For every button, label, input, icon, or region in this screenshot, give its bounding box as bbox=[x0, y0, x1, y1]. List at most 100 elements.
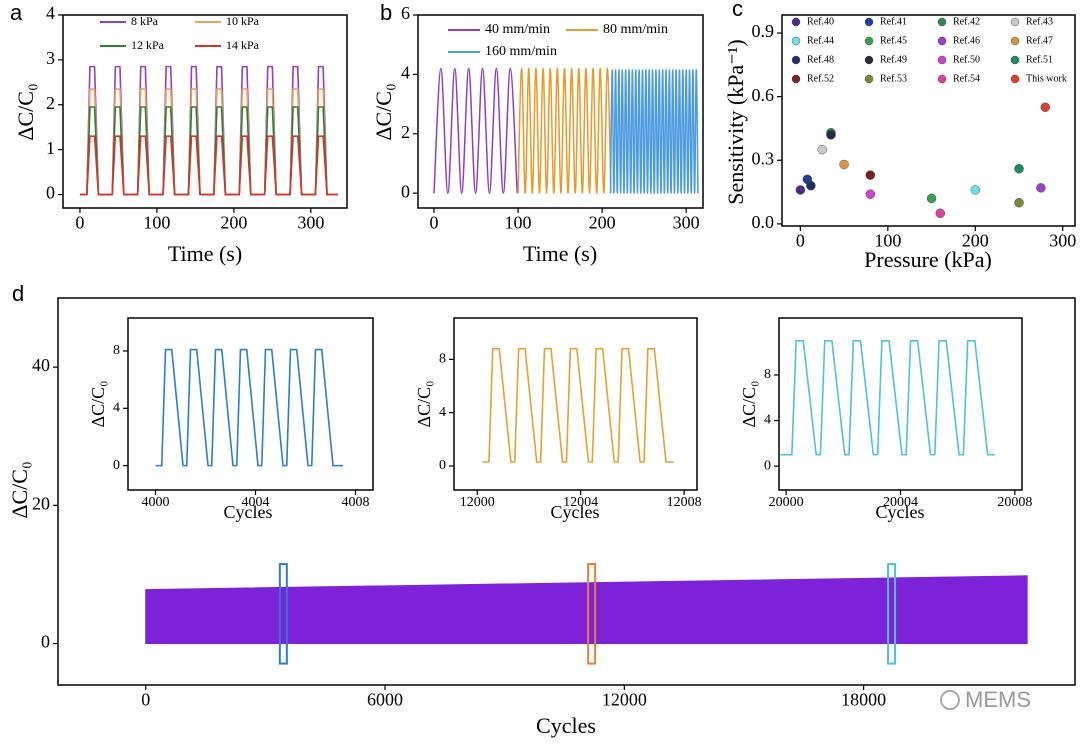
series-line bbox=[482, 347, 674, 463]
series-line bbox=[609, 69, 699, 194]
y-tick-label: 4 bbox=[401, 63, 410, 83]
y-axis-label: ΔC/C₀ bbox=[414, 381, 434, 428]
legend-swatch bbox=[864, 55, 874, 65]
y-tick-label: 0 bbox=[41, 632, 50, 652]
y-tick-label: 4 bbox=[46, 3, 55, 23]
legend-label: Ref.42 bbox=[953, 16, 980, 27]
y-tick-label: 8 bbox=[113, 343, 120, 358]
y-tick-label: 0.6 bbox=[752, 85, 775, 105]
panel-label: b bbox=[380, 0, 392, 25]
legend-swatch bbox=[791, 55, 801, 65]
legend-label: Ref.53 bbox=[880, 73, 907, 84]
legend-swatch bbox=[1010, 55, 1020, 65]
x-tick-label: 100 bbox=[143, 212, 170, 232]
x-tick-label: 12000 bbox=[460, 495, 495, 510]
legend-swatch bbox=[791, 74, 801, 84]
legend-label: 8 kPa bbox=[131, 14, 159, 28]
x-tick-label: 100 bbox=[505, 212, 532, 232]
legend-label: 12 kPa bbox=[131, 38, 165, 52]
scatter-point bbox=[935, 208, 946, 218]
scatter-point bbox=[926, 193, 937, 204]
legend-label: Ref.48 bbox=[807, 54, 834, 65]
legend-label: Ref.44 bbox=[807, 35, 834, 46]
x-axis-label: Cycles bbox=[224, 502, 273, 522]
watermark: MEMS bbox=[965, 687, 1031, 712]
y-tick-label: 0 bbox=[46, 183, 55, 203]
x-tick-label: 18000 bbox=[841, 689, 886, 709]
legend-swatch bbox=[791, 17, 801, 27]
y-tick-label: 1 bbox=[46, 138, 55, 158]
x-tick-label: 4004 bbox=[242, 495, 270, 510]
x-tick-label: 20008 bbox=[997, 495, 1032, 510]
scatter-point bbox=[839, 159, 849, 170]
panel-label: a bbox=[10, 0, 23, 25]
y-tick-label: 2 bbox=[46, 93, 55, 113]
x-axis-label: Time (s) bbox=[168, 241, 242, 266]
y-tick-label: 6 bbox=[401, 3, 410, 23]
y-tick-label: 3 bbox=[46, 48, 55, 68]
legend-swatch bbox=[937, 55, 947, 65]
highlight-box bbox=[887, 563, 897, 665]
legend-swatch bbox=[1010, 74, 1020, 84]
scatter-point bbox=[1014, 164, 1024, 174]
scatter-point bbox=[826, 130, 836, 140]
scatter-point bbox=[865, 189, 876, 199]
x-tick-label: 20004 bbox=[883, 495, 918, 510]
y-tick-label: 0 bbox=[401, 181, 410, 201]
y-tick-label: 8 bbox=[764, 367, 771, 382]
legend-label: 80 mm/min bbox=[603, 22, 668, 37]
legend-swatch bbox=[864, 36, 874, 46]
x-tick-label: 12004 bbox=[563, 495, 598, 510]
legend-label: Ref.43 bbox=[1026, 16, 1053, 27]
series-line bbox=[517, 67, 612, 194]
scatter-point bbox=[1014, 197, 1024, 208]
highlight-box bbox=[278, 563, 288, 665]
y-axis-label: ΔC/C₀ bbox=[13, 83, 38, 140]
x-tick-label: 0 bbox=[75, 212, 84, 232]
legend-label: 14 kPa bbox=[226, 38, 260, 52]
y-tick-label: 0 bbox=[113, 458, 120, 473]
x-tick-label: 4008 bbox=[342, 495, 370, 510]
y-tick-label: 0.9 bbox=[752, 21, 775, 41]
x-axis-label: Cycles bbox=[536, 713, 596, 738]
legend-label: 160 mm/min bbox=[485, 44, 557, 59]
legend-swatch bbox=[937, 36, 947, 46]
x-axis-label: Time (s) bbox=[523, 241, 597, 266]
legend-swatch bbox=[937, 74, 947, 84]
x-tick-label: 200 bbox=[589, 212, 616, 232]
x-tick-label: 200 bbox=[962, 230, 989, 250]
x-tick-label: 0 bbox=[796, 230, 805, 250]
x-tick-label: 0 bbox=[141, 689, 150, 709]
highlight-box bbox=[587, 563, 597, 665]
plot-area bbox=[127, 317, 374, 491]
x-tick-label: 6000 bbox=[367, 689, 403, 709]
y-tick-label: 0 bbox=[439, 458, 446, 473]
x-axis-label: Cycles bbox=[551, 502, 600, 522]
y-tick-label: 20 bbox=[32, 493, 50, 513]
scatter-point bbox=[970, 185, 980, 195]
legend-label: 10 kPa bbox=[226, 14, 260, 28]
watermark-icon bbox=[940, 690, 960, 710]
legend-label: Ref.46 bbox=[953, 35, 980, 46]
x-tick-label: 0 bbox=[429, 212, 438, 232]
series-line bbox=[79, 135, 338, 196]
series-line bbox=[780, 339, 995, 456]
y-tick-label: 4 bbox=[113, 401, 120, 416]
x-tick-label: 300 bbox=[1049, 230, 1076, 250]
x-tick-label: 20000 bbox=[769, 495, 804, 510]
x-tick-label: 4000 bbox=[142, 495, 170, 510]
legend-swatch bbox=[791, 36, 801, 46]
scatter-point bbox=[795, 185, 806, 195]
y-tick-label: 4 bbox=[439, 405, 446, 420]
legend-label: Ref.40 bbox=[807, 16, 834, 27]
x-tick-label: 12008 bbox=[667, 495, 702, 510]
x-tick-label: 12000 bbox=[602, 689, 647, 709]
x-axis-label: Pressure (kPa) bbox=[864, 247, 992, 272]
y-tick-label: 4 bbox=[764, 413, 771, 428]
x-tick-label: 200 bbox=[220, 212, 247, 232]
legend-label: Ref.52 bbox=[807, 73, 834, 84]
legend-label: Ref.50 bbox=[953, 54, 980, 65]
legend-swatch bbox=[937, 17, 947, 27]
scatter-point bbox=[1036, 183, 1046, 193]
